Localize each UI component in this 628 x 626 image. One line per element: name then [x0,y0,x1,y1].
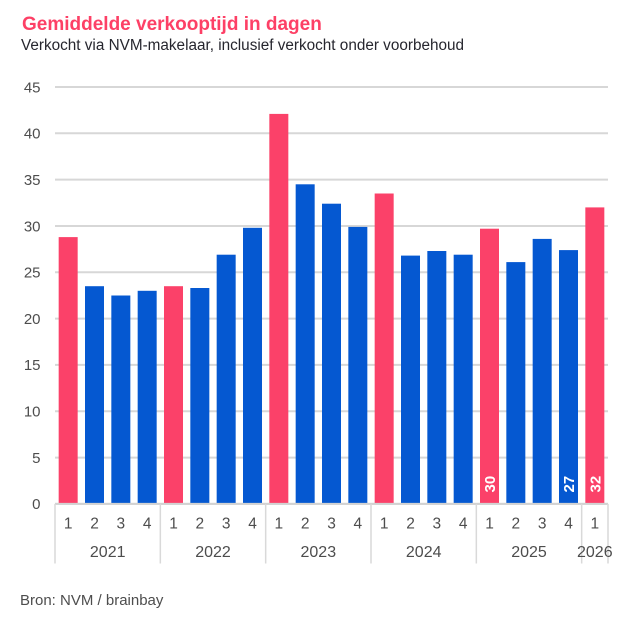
svg-text:3: 3 [327,515,336,532]
svg-text:1: 1 [380,515,389,532]
svg-text:27: 27 [561,476,578,493]
svg-text:3: 3 [116,515,125,532]
svg-text:30: 30 [482,476,499,493]
svg-text:5: 5 [32,450,40,467]
svg-text:25: 25 [24,265,41,282]
svg-text:3: 3 [538,515,547,532]
svg-text:2024: 2024 [406,544,442,561]
svg-text:2: 2 [195,515,204,532]
svg-text:45: 45 [24,79,41,96]
svg-text:3: 3 [432,515,441,532]
svg-text:2026: 2026 [577,544,613,561]
svg-text:2023: 2023 [301,544,337,561]
svg-text:4: 4 [353,515,362,532]
svg-text:1: 1 [274,515,283,532]
svg-text:3: 3 [222,515,231,532]
svg-text:4: 4 [143,515,152,532]
svg-text:2: 2 [90,515,99,532]
svg-text:1: 1 [590,515,599,532]
svg-text:0: 0 [32,496,40,513]
svg-text:Gemiddelde verkooptijd in dage: Gemiddelde verkooptijd in dagen [22,14,322,35]
svg-text:2022: 2022 [195,544,231,561]
svg-text:2: 2 [511,515,520,532]
svg-text:1: 1 [64,515,73,532]
svg-text:4: 4 [564,515,573,532]
svg-text:Verkocht via NVM-makelaar, inc: Verkocht via NVM-makelaar, inclusief ver… [21,37,464,54]
svg-text:35: 35 [24,172,41,189]
svg-text:40: 40 [24,126,41,143]
svg-text:1: 1 [485,515,494,532]
svg-text:30: 30 [24,218,41,235]
svg-text:4: 4 [248,515,257,532]
svg-text:15: 15 [24,357,41,374]
svg-text:Bron: NVM / brainbay: Bron: NVM / brainbay [20,592,164,609]
svg-text:10: 10 [24,404,41,421]
svg-text:2: 2 [301,515,310,532]
svg-text:2021: 2021 [90,544,126,561]
svg-text:2025: 2025 [511,544,547,561]
svg-text:1: 1 [169,515,178,532]
svg-text:32: 32 [587,476,604,493]
svg-text:20: 20 [24,311,41,328]
svg-text:2: 2 [406,515,415,532]
svg-text:4: 4 [459,515,468,532]
